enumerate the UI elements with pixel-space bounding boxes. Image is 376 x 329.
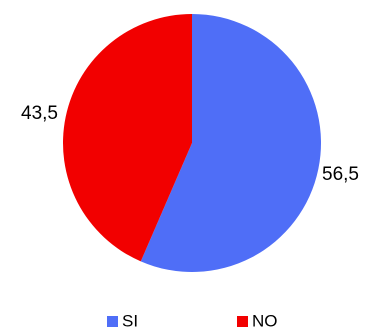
legend-swatch-no [237, 316, 248, 327]
data-labels: 56,5 43,5 [21, 103, 359, 185]
pie-slice-si [140, 14, 321, 272]
data-label-si: 56,5 [322, 164, 359, 185]
pie-slices [62, 14, 321, 272]
legend-item-si: SI [107, 311, 138, 329]
data-label-no: 43,5 [21, 103, 58, 124]
pie-slice-no [62, 14, 192, 262]
legend: SI NO [107, 311, 278, 329]
legend-label-si: SI [122, 311, 138, 329]
legend-label-no: NO [252, 311, 278, 329]
legend-swatch-si [107, 316, 118, 327]
legend-item-no: NO [237, 311, 278, 329]
